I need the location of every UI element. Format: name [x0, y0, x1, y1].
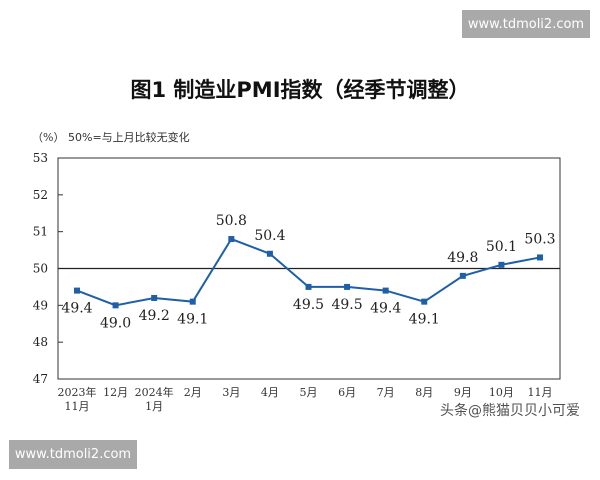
- data-point: [305, 283, 312, 290]
- x-tick-label: 5月: [300, 386, 318, 399]
- x-tick-label: 2月: [184, 386, 202, 399]
- data-point: [537, 254, 543, 261]
- annotation: 50%=与上月比较无变化: [68, 130, 190, 144]
- data-label: 49.5: [293, 297, 324, 313]
- data-point: [266, 250, 273, 257]
- source-watermark: 头条@熊猫贝贝小可爱: [440, 403, 580, 419]
- x-tick-label: 3月: [222, 386, 240, 399]
- chart-title: 图1 制造业PMI指数（经季节调整）: [130, 78, 470, 102]
- data-point: [189, 298, 196, 305]
- x-tick-label: 2024年: [135, 385, 174, 399]
- data-point: [421, 298, 428, 305]
- y-tick-label: 50: [33, 262, 48, 276]
- data-point: [498, 261, 505, 268]
- data-label: 49.8: [447, 250, 478, 266]
- data-label: 49.1: [409, 312, 440, 328]
- data-label: 50.3: [524, 231, 555, 247]
- x-tick-label: 6月: [338, 386, 356, 399]
- x-tick-label: 9月: [454, 386, 472, 399]
- data-label: 49.4: [370, 301, 401, 317]
- data-label: 50.1: [486, 239, 517, 255]
- x-tick-label: 12月: [103, 386, 128, 399]
- watermark-top: www.tdmoli2.com: [462, 10, 590, 38]
- x-tick-label: 2023年: [58, 385, 97, 399]
- data-point: [151, 294, 158, 301]
- data-point: [112, 302, 119, 309]
- y-tick-label: 48: [33, 335, 48, 349]
- y-tick-label: 51: [33, 225, 48, 239]
- y-axis-unit: （%）: [32, 131, 64, 144]
- data-label: 50.8: [216, 213, 247, 229]
- data-label: 49.1: [177, 312, 208, 328]
- y-tick-label: 49: [33, 298, 48, 312]
- data-label: 49.0: [100, 315, 131, 331]
- data-label: 50.4: [254, 228, 285, 244]
- y-tick-label: 52: [33, 188, 48, 202]
- data-point: [228, 236, 235, 243]
- data-label: 49.4: [61, 301, 92, 317]
- data-label: 49.2: [139, 308, 170, 324]
- x-tick-label: 1月: [145, 400, 163, 413]
- data-point: [344, 283, 351, 290]
- watermark-bottom: www.tdmoli2.com: [9, 440, 137, 469]
- x-tick-label: 8月: [415, 386, 433, 399]
- x-tick-label: 11月: [65, 400, 90, 413]
- data-point: [74, 287, 80, 294]
- data-label: 49.5: [331, 297, 362, 313]
- x-tick-label: 11月: [528, 386, 553, 399]
- x-tick-label: 4月: [261, 386, 279, 399]
- x-tick-label: 10月: [489, 386, 514, 399]
- x-tick-label: 7月: [377, 386, 395, 399]
- y-tick-label: 47: [33, 372, 48, 386]
- data-point: [459, 272, 466, 279]
- y-tick-label: 53: [33, 151, 48, 165]
- data-point: [382, 287, 389, 294]
